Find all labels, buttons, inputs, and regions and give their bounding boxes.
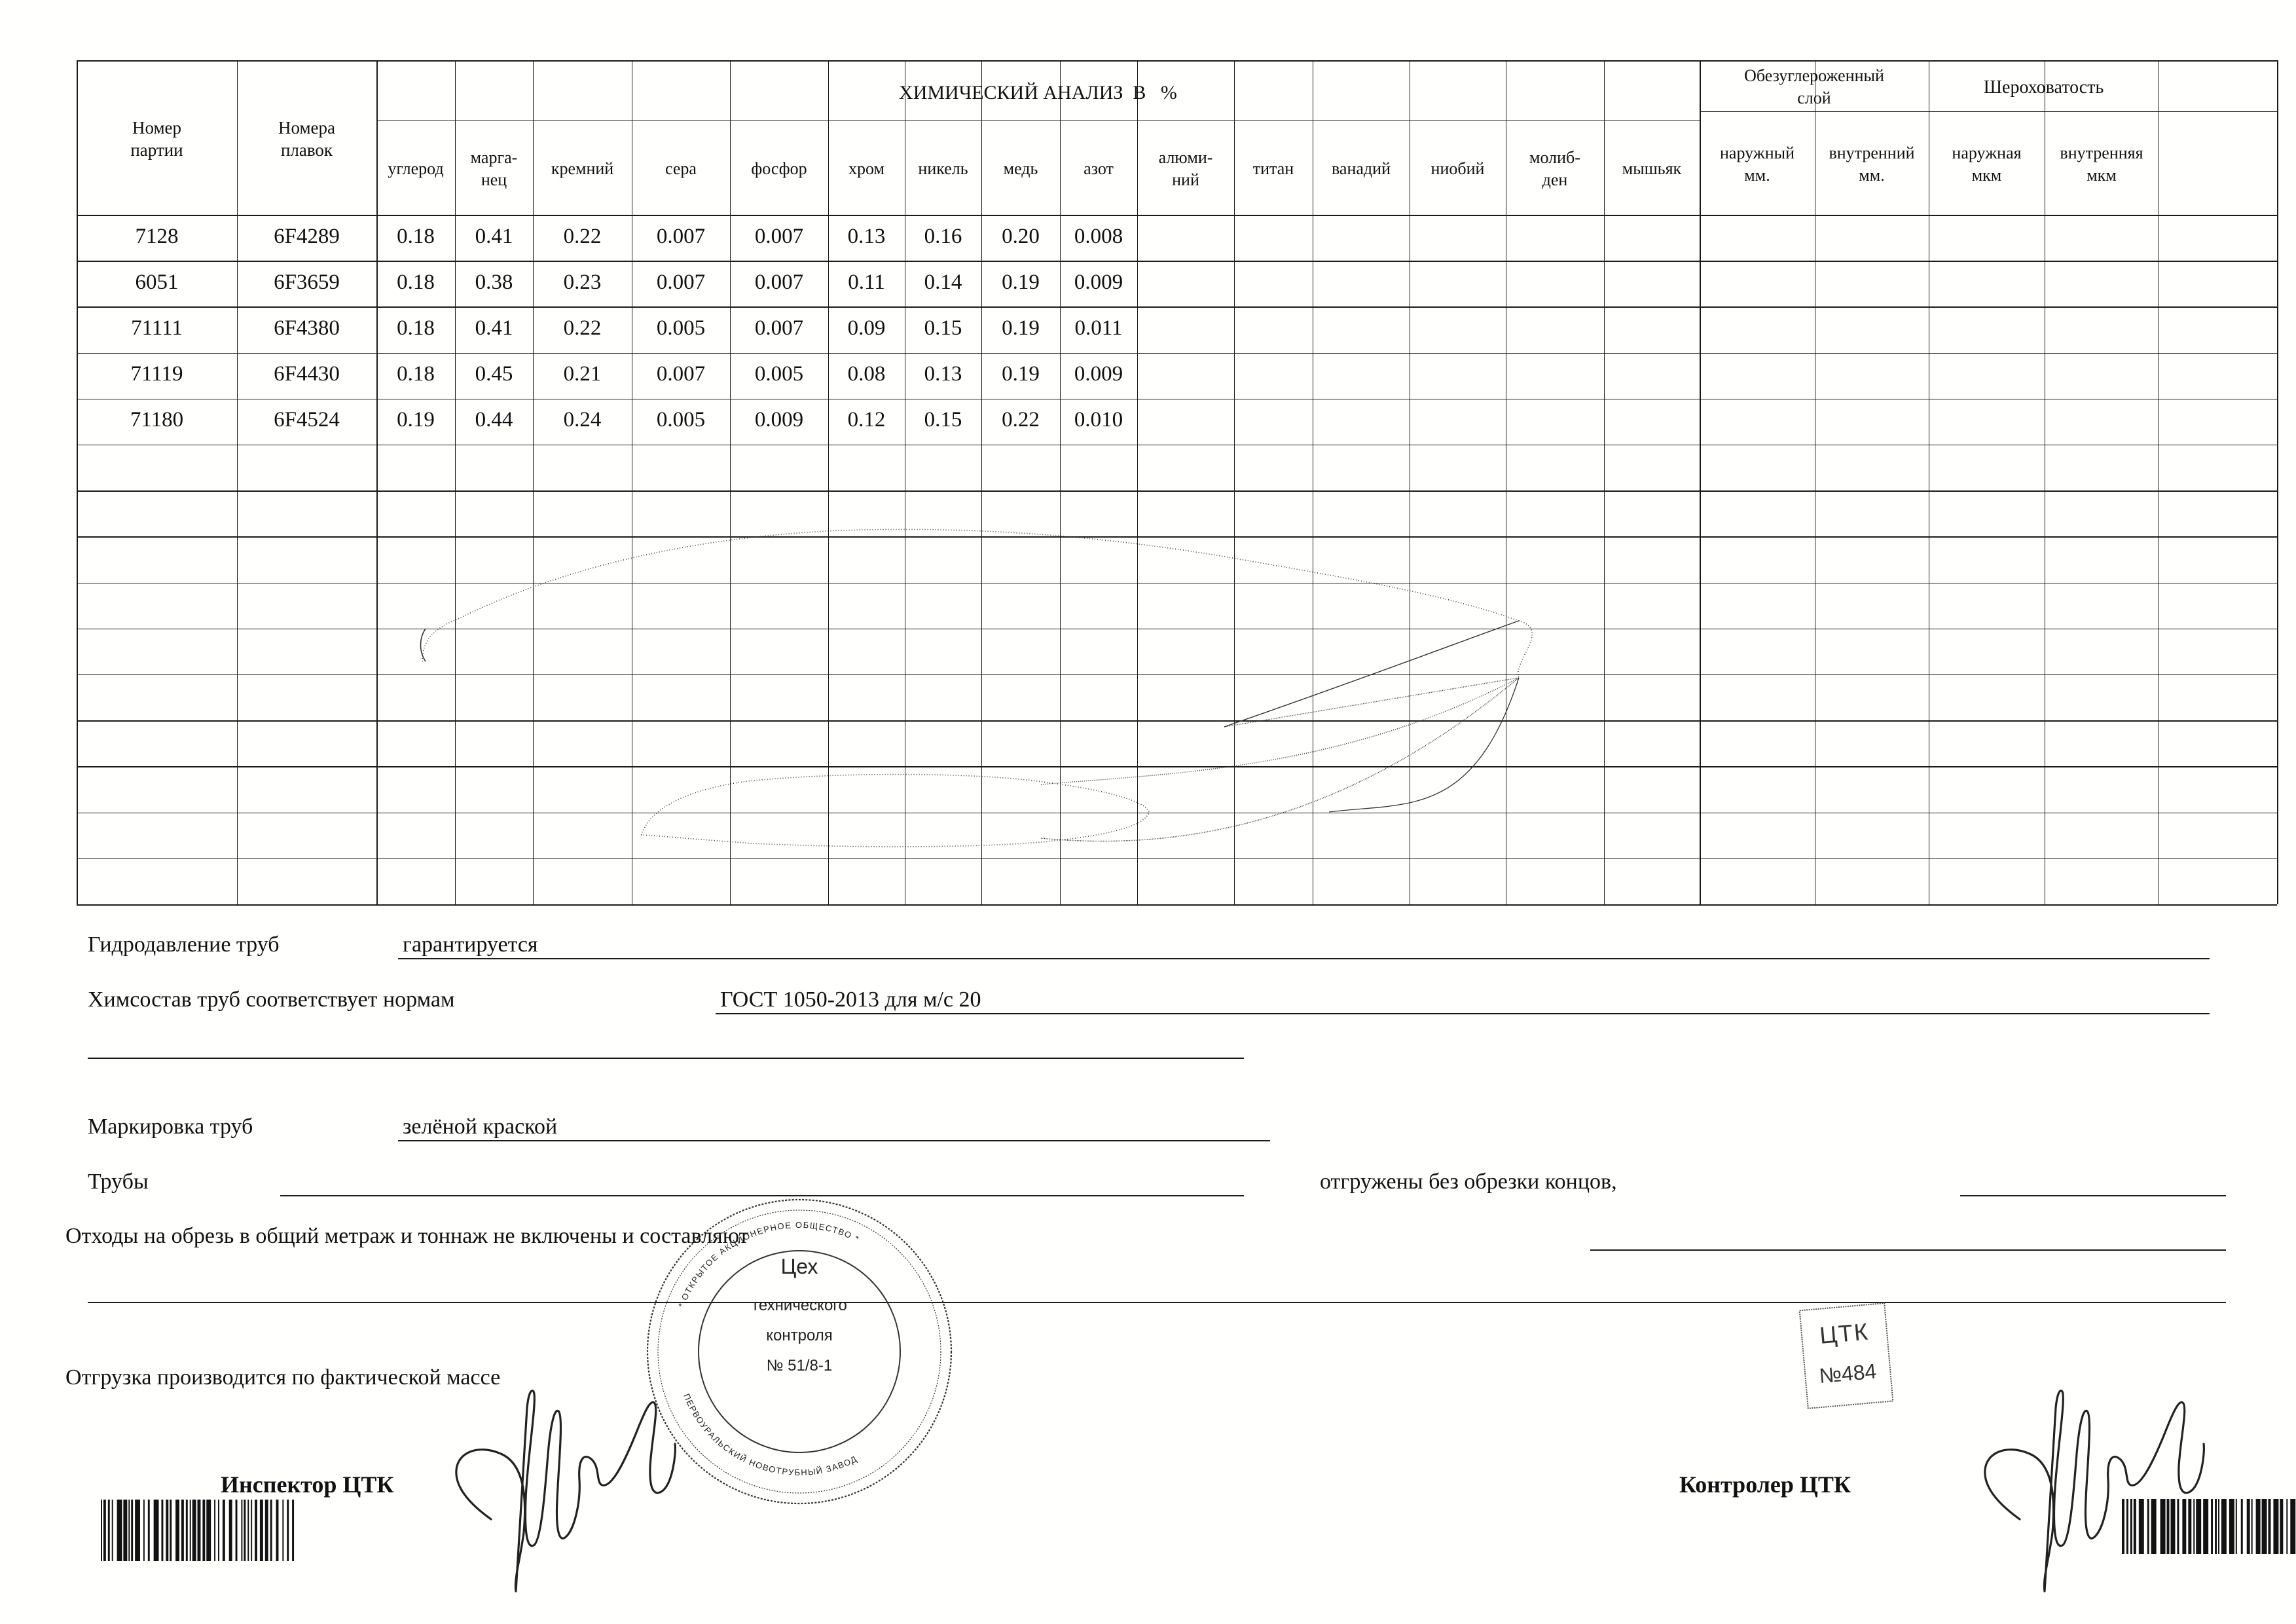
svg-text:ПЕРВОУРАЛЬСКИЙ НОВОТРУБНЫЙ ЗАВ: ПЕРВОУРАЛЬСКИЙ НОВОТРУБНЫЙ ЗАВОД xyxy=(682,1392,859,1477)
svg-text:ЦТК: ЦТК xyxy=(1819,1318,1870,1348)
svg-text:№484: №484 xyxy=(1818,1359,1878,1388)
